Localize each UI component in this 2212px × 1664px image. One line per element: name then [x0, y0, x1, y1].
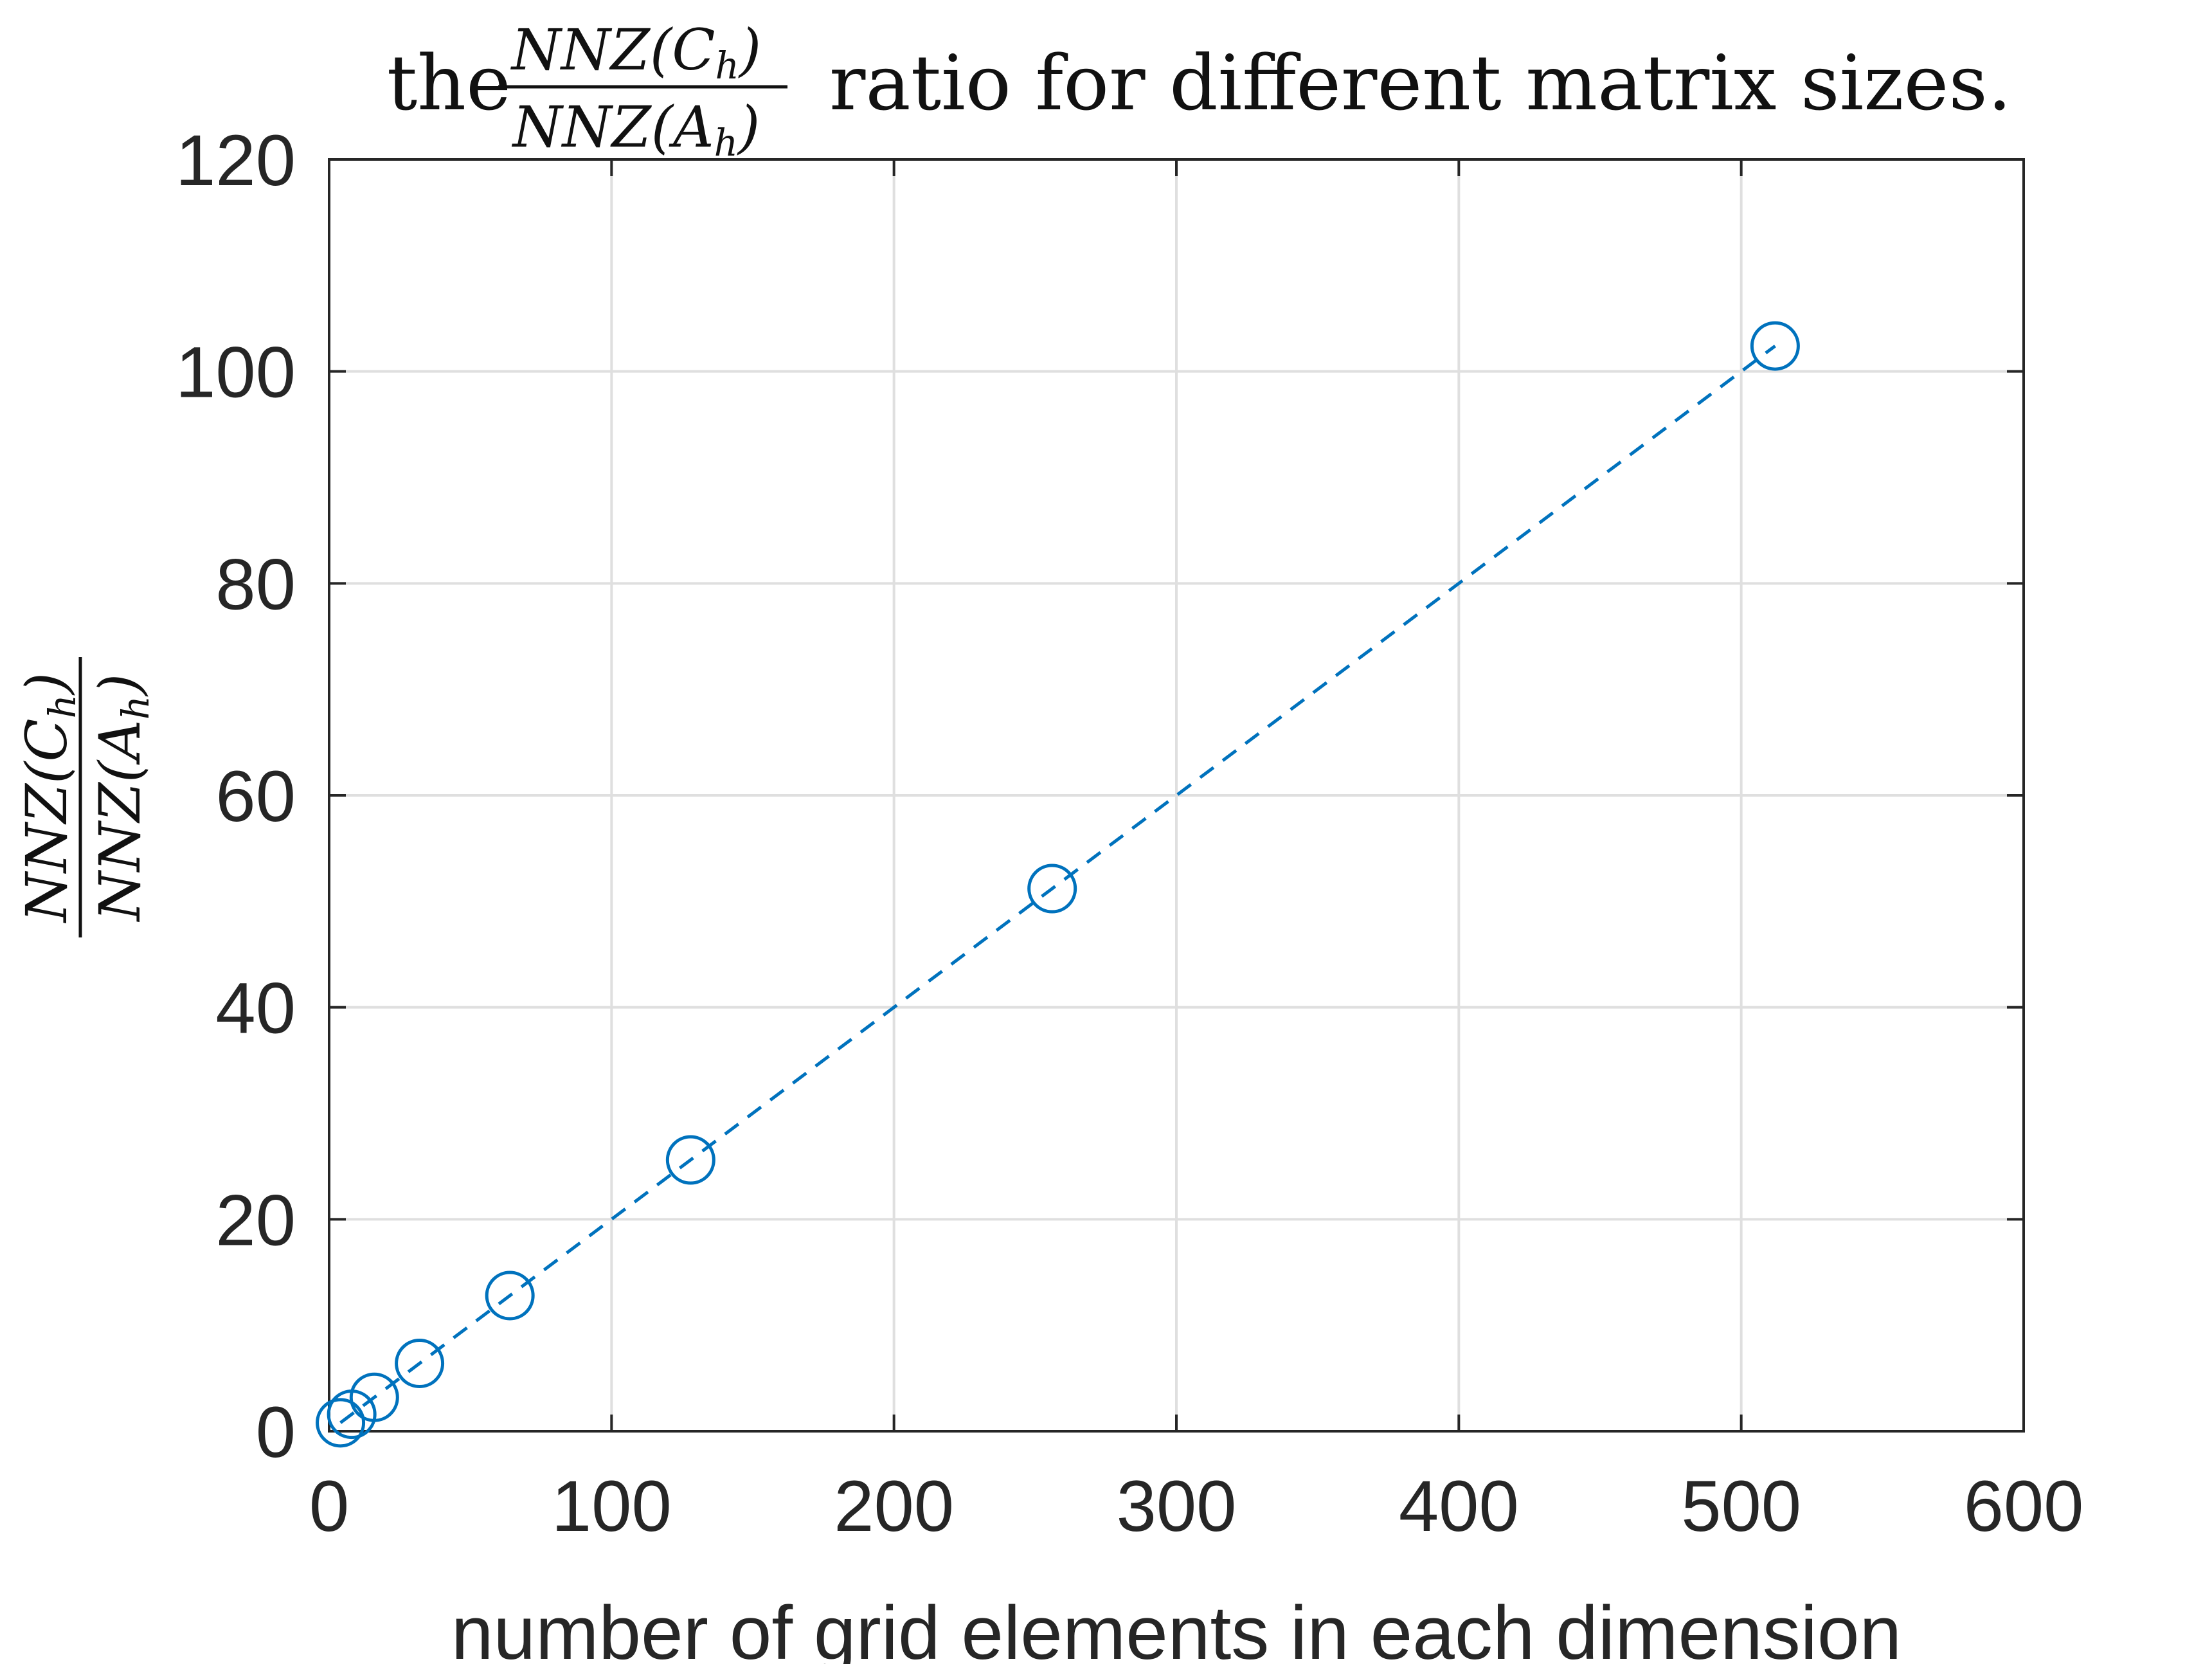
data-point	[665, 1135, 715, 1185]
title-suffix: ratio for different matrix sizes.	[829, 39, 2011, 127]
x-tick-label: 400	[1399, 1466, 1519, 1546]
ylabel-numerator-close: )	[13, 673, 80, 696]
title-numerator-main: NNZ(C	[510, 17, 715, 83]
series-markers	[316, 321, 1800, 1448]
data-point	[1750, 321, 1800, 371]
data-point	[395, 1339, 445, 1389]
ylabel-denominator: NNZ(Ah)	[87, 674, 157, 923]
data-point	[316, 1398, 366, 1448]
y-tick-label: 20	[215, 1180, 296, 1260]
data-point	[485, 1271, 535, 1321]
y-tick-label: 0	[256, 1392, 296, 1472]
ylabel-denominator-main: NNZ(A	[87, 719, 153, 922]
ylabel-numerator: NNZ(Ch)	[13, 673, 84, 924]
x-tick-label: 200	[834, 1466, 954, 1546]
title-prefix: the	[387, 39, 511, 127]
title-fraction-denominator: NNZ(Ah)	[512, 94, 760, 165]
y-axis-label: NNZ(Ch) NNZ(Ah)	[13, 657, 157, 937]
x-tick-labels: 0 100 200 300 400 500 600	[309, 1466, 2084, 1546]
ylabel-denominator-close: )	[87, 674, 153, 697]
y-tick-label: 120	[175, 120, 296, 201]
y-tick-label: 40	[215, 968, 296, 1049]
series-line	[339, 345, 1776, 1424]
ylabel-denominator-sub: h	[114, 696, 157, 719]
y-tick-labels: 0 20 40 60 80 100 120	[175, 120, 296, 1472]
title-denominator-close: )	[737, 94, 760, 160]
y-tick-label: 100	[175, 332, 296, 413]
title-numerator-sub: h	[715, 44, 739, 87]
x-tick-label: 300	[1117, 1466, 1237, 1546]
x-tick-label: 100	[552, 1466, 672, 1546]
chart-title: the NNZ(Ch) NNZ(Ah) ratio for different …	[387, 17, 2012, 165]
data-point	[1027, 864, 1077, 914]
x-axis-label: number of grid elements in each dimensio…	[451, 1591, 1902, 1664]
y-tick-label: 80	[215, 544, 296, 624]
ticks	[328, 158, 2025, 1433]
y-tick-label: 60	[215, 756, 296, 837]
title-denominator-main: NNZ(A	[512, 94, 714, 160]
x-tick-label: 0	[309, 1466, 349, 1546]
x-tick-label: 600	[1964, 1466, 2084, 1546]
ylabel-numerator-main: NNZ(C	[13, 718, 80, 923]
data-point	[349, 1372, 399, 1422]
title-denominator-sub: h	[714, 121, 738, 165]
x-tick-label: 500	[1681, 1466, 1801, 1546]
title-numerator-close: )	[738, 17, 761, 83]
ylabel-numerator-sub: h	[40, 694, 84, 718]
title-fraction-numerator: NNZ(Ch)	[510, 17, 762, 87]
